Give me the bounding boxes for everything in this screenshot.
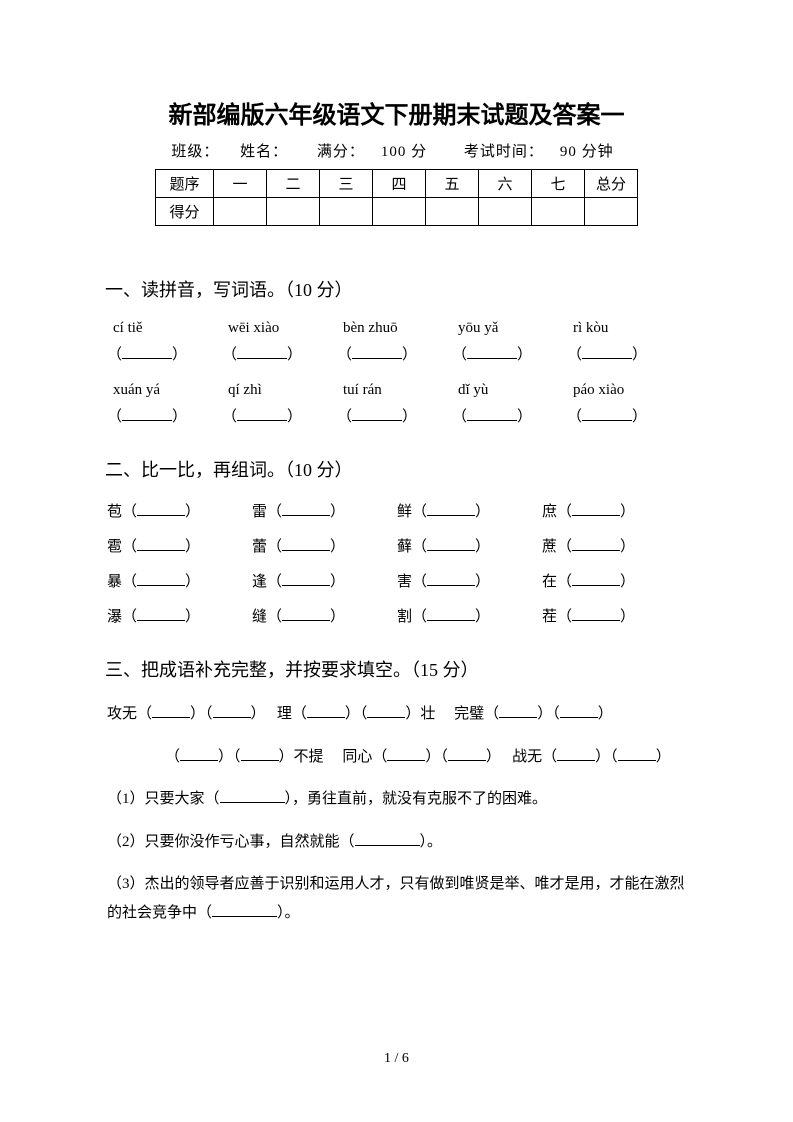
blank-item: （） [567, 405, 682, 426]
compare-item: 蕾（） [252, 535, 397, 556]
compare-item: 庶（） [542, 500, 687, 521]
sentence-2: （2）只要你没作亏心事，自然就能（）。 [105, 828, 688, 857]
compare-item: 茬（） [542, 605, 687, 626]
pinyin-item: qí zhì [228, 382, 343, 399]
name-label: 姓名： [240, 144, 288, 160]
compare-row: 暴（） 逢（） 害（） 在（） [105, 570, 688, 591]
pinyin-item: rì kòu [573, 320, 688, 337]
table-cell: 四 [373, 170, 426, 198]
blank-item: （） [452, 343, 567, 364]
compare-item: 缝（） [252, 605, 397, 626]
blank-item: （） [567, 343, 682, 364]
section1-heading: 一、读拼音，写词语。（10 分） [105, 276, 688, 302]
pinyin-item: bèn zhuō [343, 320, 458, 337]
table-cell: 六 [479, 170, 532, 198]
compare-item: 雷（） [252, 500, 397, 521]
table-score-row: 得分 [156, 198, 638, 226]
table-cell [426, 198, 479, 226]
table-cell: 总分 [585, 170, 638, 198]
table-cell [532, 198, 585, 226]
blank-row-2: （） （） （） （） （） [105, 405, 688, 426]
table-cell [320, 198, 373, 226]
table-cell [373, 198, 426, 226]
pinyin-item: tuí rán [343, 382, 458, 399]
table-cell: 五 [426, 170, 479, 198]
pinyin-item: xuán yá [113, 382, 228, 399]
compare-item: 苞（） [107, 500, 252, 521]
compare-item: 藓（） [397, 535, 542, 556]
compare-item: 雹（） [107, 535, 252, 556]
pinyin-item: dǐ yù [458, 382, 573, 399]
table-cell: 七 [532, 170, 585, 198]
compare-item: 暴（） [107, 570, 252, 591]
pinyin-row-1: cí tiě wēi xiào bèn zhuō yōu yǎ rì kòu [105, 320, 688, 337]
compare-row: 雹（） 蕾（） 藓（） 蔗（） [105, 535, 688, 556]
compare-row: 瀑（） 缝（） 割（） 茬（） [105, 605, 688, 626]
class-label: 班级： [171, 144, 219, 160]
compare-item: 逢（） [252, 570, 397, 591]
sentence-1: （1）只要大家（），勇往直前，就没有克服不了的困难。 [105, 785, 688, 814]
compare-item: 在（） [542, 570, 687, 591]
pinyin-item: yōu yǎ [458, 320, 573, 337]
table-cell: 三 [320, 170, 373, 198]
compare-row: 苞（） 雷（） 鲜（） 庶（） [105, 500, 688, 521]
blank-item: （） [107, 405, 222, 426]
idiom-line-1: 攻无（）（） 理（）（）壮 完璧（）（） [105, 700, 688, 729]
exam-time: 考试时间：90 分钟 [456, 144, 622, 160]
score-table: 题序 一 二 三 四 五 六 七 总分 得分 [155, 169, 638, 226]
pinyin-item: páo xiào [573, 382, 688, 399]
page-title: 新部编版六年级语文下册期末试题及答案一 [105, 95, 688, 130]
table-cell [585, 198, 638, 226]
idiom-line-2: （）（）不提 同心（）（） 战无（）（） [105, 743, 688, 772]
section2-heading: 二、比一比，再组词。（10 分） [105, 456, 688, 482]
table-cell: 二 [267, 170, 320, 198]
table-cell [479, 198, 532, 226]
compare-item: 害（） [397, 570, 542, 591]
pinyin-row-2: xuán yá qí zhì tuí rán dǐ yù páo xiào [105, 382, 688, 399]
section3-heading: 三、把成语补充完整，并按要求填空。（15 分） [105, 656, 688, 682]
blank-item: （） [107, 343, 222, 364]
pinyin-item: cí tiě [113, 320, 228, 337]
blank-row-1: （） （） （） （） （） [105, 343, 688, 364]
full-score: 满分：100 分 [309, 144, 435, 160]
compare-item: 鲜（） [397, 500, 542, 521]
sentence-3: （3）杰出的领导者应善于识别和运用人才，只有做到唯贤是举、唯才是用，才能在激烈的… [105, 870, 688, 927]
table-cell: 得分 [156, 198, 214, 226]
blank-item: （） [452, 405, 567, 426]
compare-item: 割（） [397, 605, 542, 626]
compare-item: 蔗（） [542, 535, 687, 556]
blank-item: （） [222, 405, 337, 426]
table-cell: 题序 [156, 170, 214, 198]
table-cell [214, 198, 267, 226]
blank-item: （） [222, 343, 337, 364]
table-cell [267, 198, 320, 226]
compare-item: 瀑（） [107, 605, 252, 626]
blank-item: （） [337, 405, 452, 426]
pinyin-item: wēi xiào [228, 320, 343, 337]
table-cell: 一 [214, 170, 267, 198]
page-footer: 1 / 6 [0, 1051, 793, 1067]
exam-info-line: 班级： 姓名： 满分：100 分 考试时间：90 分钟 [105, 140, 688, 161]
blank-item: （） [337, 343, 452, 364]
table-header-row: 题序 一 二 三 四 五 六 七 总分 [156, 170, 638, 198]
